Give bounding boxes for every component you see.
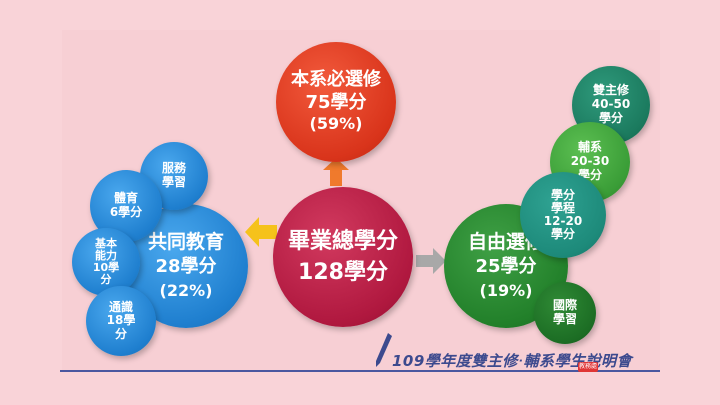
credit-program-circle: 學分 學程 12-20 學分 [520, 172, 606, 258]
international-learning-circle: 國際 學習 [534, 282, 596, 344]
arrow-up-icon [323, 158, 349, 186]
general-value: 28學分 [155, 256, 217, 278]
total-credits-title: 畢業總學分 [287, 228, 398, 254]
general-percent: (22%) [159, 281, 213, 301]
elective-value: 25學分 [475, 256, 537, 278]
footer-title: 109學年度雙主修‧輔系學生說明會 [392, 352, 633, 370]
footer-divider [60, 370, 660, 372]
general-literacy-circle: 通識 18學 分 [86, 286, 156, 356]
total-credits-value: 128學分 [298, 260, 388, 285]
total-credits-circle: 畢業總學分 128學分 [273, 187, 413, 327]
arrow-right-icon [416, 248, 446, 274]
required-title: 本系必選修 [291, 69, 381, 91]
pen-icon [376, 333, 392, 367]
basic-ability-circle: 基本 能力 10學 分 [72, 228, 140, 296]
arrow-left-icon [245, 217, 277, 247]
elective-percent: (19%) [479, 281, 533, 301]
required-value: 75學分 [305, 91, 367, 113]
required-percent: (59%) [309, 114, 363, 134]
general-title: 共同教育 [147, 230, 224, 253]
minor-circle: 輔系 20-30 學分 [550, 122, 630, 202]
required-credits-circle: 本系必選修 75學分 (59%) [276, 42, 396, 162]
office-stamp: 教務處 [578, 362, 598, 372]
